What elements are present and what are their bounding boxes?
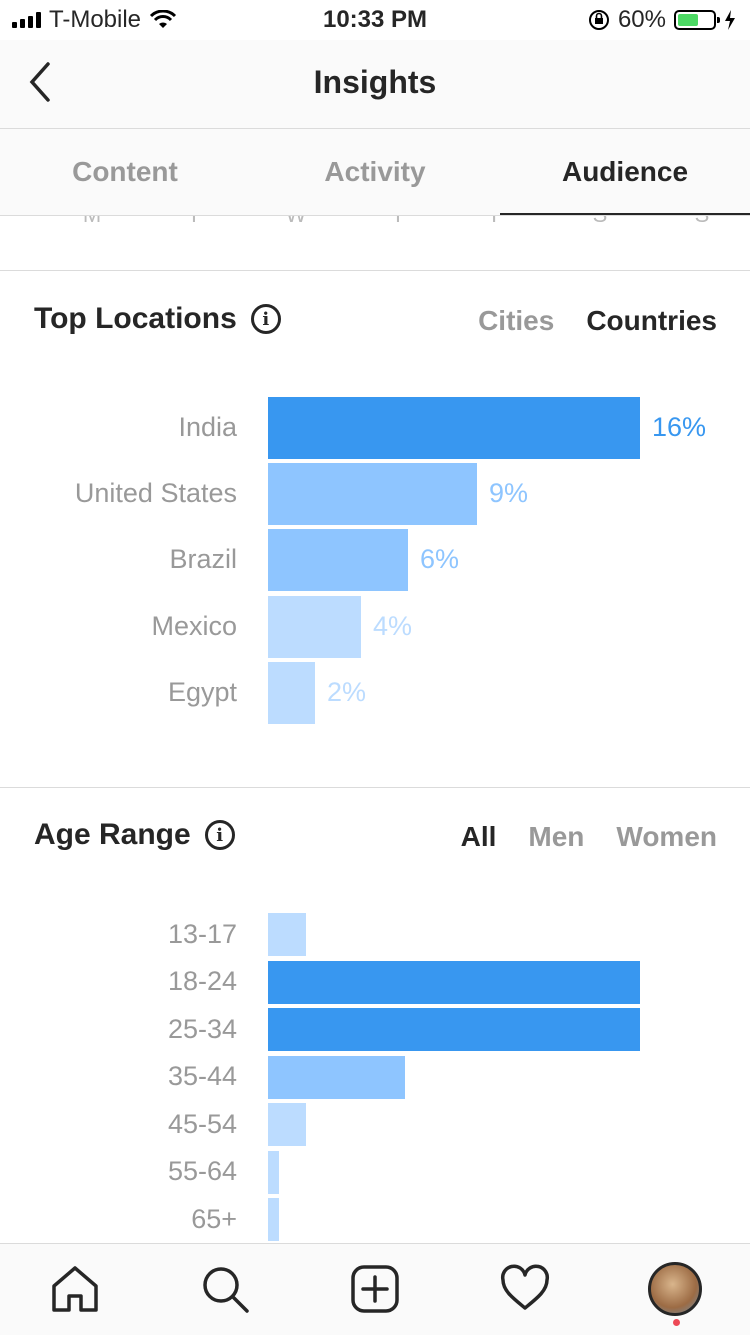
tab-content[interactable]: Content [72, 156, 178, 187]
bar [268, 529, 408, 592]
bar-category-label: United States [74, 478, 237, 509]
insights-tabs: Content Activity Audience [0, 129, 750, 216]
bar-category-label: 35-44 [167, 1061, 237, 1091]
tab-activity[interactable]: Activity [324, 156, 426, 187]
section-divider [0, 787, 750, 788]
bar-category-label: Egypt [167, 676, 237, 707]
top-locations-title: Top Locations i [34, 302, 281, 336]
page-title: Insights [313, 64, 437, 100]
status-bar: T-Mobile 10:33 PM 60% [0, 0, 750, 40]
bar-category-label: Brazil [169, 544, 237, 575]
bar [268, 1150, 279, 1194]
filter-men[interactable]: Men [528, 821, 585, 852]
wifi-icon [149, 10, 177, 28]
bar-category-label: Mexico [151, 610, 237, 641]
age-range-heading: Age Range [34, 818, 191, 851]
notification-dot [673, 1319, 680, 1326]
info-icon[interactable]: i [204, 820, 235, 850]
weekday-label: T [174, 216, 214, 228]
bottom-tab-bar [0, 1243, 750, 1335]
battery-percent: 60% [617, 6, 666, 33]
carrier-label: T-Mobile [49, 6, 142, 33]
signal-icon [12, 12, 41, 28]
bar [268, 595, 361, 658]
heart-icon[interactable] [500, 1264, 550, 1314]
bar-value-label: 16% [652, 412, 707, 442]
charging-icon [725, 10, 735, 30]
rotation-lock-icon [588, 10, 609, 30]
bar-value-label: 2% [327, 676, 367, 707]
bar [268, 960, 640, 1004]
bar-category-label: India [178, 412, 237, 442]
filter-countries[interactable]: Countries [586, 305, 717, 336]
weekday-label: S [682, 216, 722, 228]
bar [268, 397, 640, 459]
search-icon[interactable] [200, 1264, 250, 1314]
filter-cities[interactable]: Cities [478, 305, 555, 336]
bar [268, 1198, 279, 1241]
filter-all[interactable]: All [460, 821, 497, 852]
weekday-label: S [580, 216, 620, 228]
bar [268, 463, 477, 526]
battery-icon [674, 10, 720, 30]
profile-avatar[interactable] [648, 1262, 702, 1316]
bar-category-label: 45-54 [167, 1108, 237, 1139]
weekday-label: W [276, 216, 316, 228]
nav-header: Insights [0, 40, 750, 129]
bar-category-label: 18-24 [167, 966, 237, 996]
bar [268, 1008, 640, 1051]
location-filter: Cities Countries [478, 305, 717, 337]
bar [268, 1103, 306, 1146]
weekday-label: F [478, 216, 518, 228]
age-range-title: Age Range i [34, 818, 235, 852]
weekday-label: T [378, 216, 418, 228]
info-icon[interactable]: i [250, 304, 281, 334]
weekday-label: M [72, 216, 112, 228]
tab-audience[interactable]: Audience [500, 129, 750, 215]
bar-category-label: 25-34 [167, 1013, 237, 1044]
age-filter: All Men Women [461, 821, 717, 853]
clock: 10:33 PM [322, 6, 428, 33]
filter-women[interactable]: Women [616, 821, 717, 852]
home-icon[interactable] [50, 1264, 100, 1314]
bar [268, 913, 306, 956]
new-post-icon[interactable] [350, 1264, 400, 1314]
back-chevron-icon[interactable] [28, 60, 68, 104]
bar [268, 1055, 405, 1099]
weekday-row: M T W T F S S [0, 216, 750, 271]
bar-category-label: 55-64 [167, 1156, 237, 1186]
bar [268, 661, 315, 724]
bar-value-label: 6% [420, 544, 460, 575]
top-locations-heading: Top Locations [34, 302, 237, 335]
bar-value-label: 4% [373, 610, 413, 641]
bar-value-label: 9% [489, 478, 529, 509]
bar-category-label: 65+ [191, 1203, 237, 1234]
bar-category-label: 13-17 [167, 918, 237, 949]
